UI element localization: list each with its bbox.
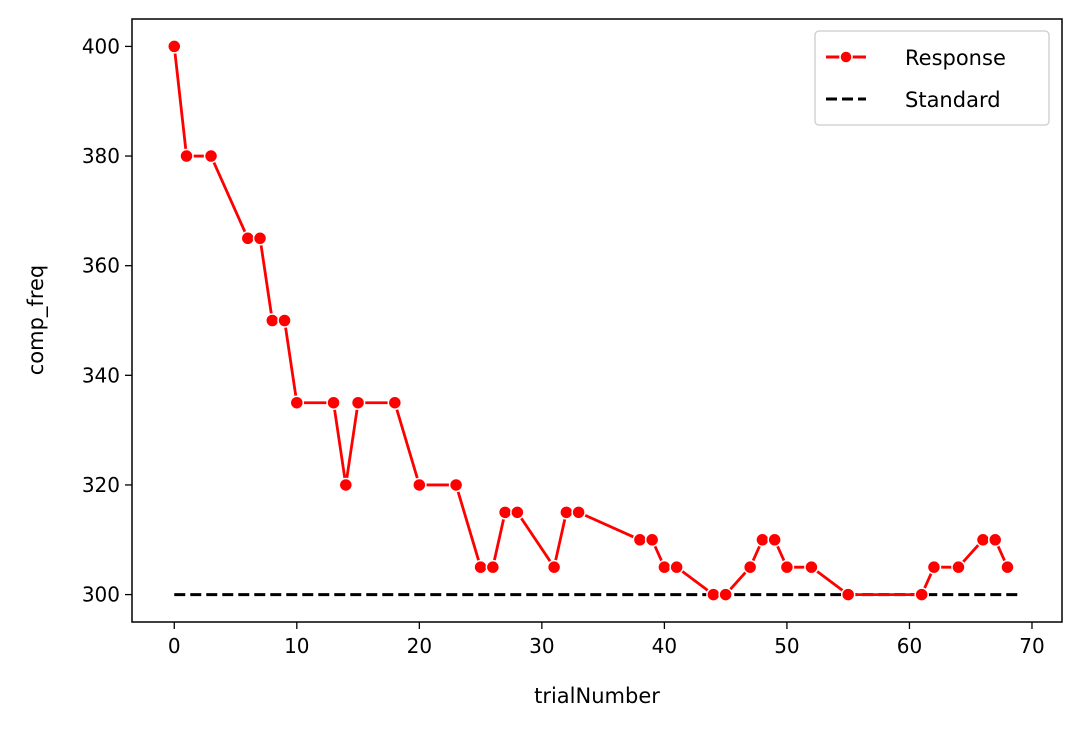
x-tick-label: 60 bbox=[897, 634, 922, 658]
x-tick-label: 30 bbox=[529, 634, 554, 658]
response-point bbox=[987, 532, 1003, 548]
response-point bbox=[755, 532, 770, 548]
y-axis: 300 320 340 360 380 400 bbox=[82, 34, 132, 607]
response-point bbox=[350, 395, 366, 410]
x-axis-label: trialNumber bbox=[534, 684, 660, 708]
response-point bbox=[926, 559, 942, 575]
response-point bbox=[485, 559, 501, 575]
legend: Response Standard bbox=[814, 30, 1050, 126]
y-tick-label: 400 bbox=[82, 34, 120, 58]
response-point bbox=[338, 477, 354, 493]
x-tick-label: 10 bbox=[284, 634, 309, 658]
response-point bbox=[203, 148, 219, 164]
response-point bbox=[240, 231, 256, 246]
legend-box bbox=[814, 30, 1050, 126]
response-point bbox=[326, 395, 341, 410]
response-point bbox=[387, 395, 403, 410]
plot-frame bbox=[131, 18, 1063, 623]
response-point bbox=[412, 477, 427, 493]
x-tick-label: 50 bbox=[774, 634, 799, 658]
response-point bbox=[718, 587, 733, 602]
legend-standard-label: Standard bbox=[905, 88, 1001, 112]
response-point bbox=[840, 587, 856, 602]
response-point bbox=[644, 532, 660, 548]
response-point bbox=[252, 231, 268, 246]
response-point bbox=[951, 559, 966, 575]
x-tick-label: 70 bbox=[1019, 634, 1044, 658]
response-point bbox=[742, 559, 758, 575]
response-point bbox=[167, 39, 182, 54]
response-point bbox=[497, 505, 513, 520]
y-tick-label: 380 bbox=[82, 144, 120, 168]
y-axis-label: comp_freq bbox=[24, 265, 49, 376]
response-point bbox=[571, 505, 586, 520]
response-point bbox=[779, 559, 795, 575]
response-point bbox=[975, 532, 991, 548]
legend-response-label: Response bbox=[905, 46, 1006, 70]
response-point bbox=[804, 559, 819, 575]
series-layer bbox=[167, 39, 1020, 602]
response-point bbox=[265, 313, 280, 328]
x-tick-label: 20 bbox=[407, 634, 432, 658]
response-point bbox=[1000, 559, 1015, 575]
legend-response-marker bbox=[839, 50, 853, 64]
response-point bbox=[669, 559, 684, 575]
response-point bbox=[277, 313, 292, 328]
response-point bbox=[706, 587, 721, 602]
x-axis: 0 10 20 30 40 50 60 70 bbox=[168, 622, 1045, 658]
response-point bbox=[289, 395, 305, 410]
response-point bbox=[510, 505, 525, 520]
response-point bbox=[179, 148, 194, 164]
y-tick-label: 320 bbox=[82, 473, 120, 497]
response-point bbox=[767, 532, 782, 548]
response-point bbox=[632, 532, 648, 548]
response-point bbox=[657, 559, 672, 575]
y-tick-label: 340 bbox=[82, 363, 120, 387]
response-point bbox=[546, 559, 562, 575]
y-tick-label: 360 bbox=[82, 254, 120, 278]
response-point bbox=[914, 587, 929, 602]
response-point bbox=[473, 559, 488, 575]
y-tick-label: 300 bbox=[82, 583, 120, 607]
x-tick-label: 40 bbox=[652, 634, 677, 658]
x-tick-label: 0 bbox=[168, 634, 181, 658]
response-point bbox=[448, 477, 464, 493]
response-point bbox=[559, 505, 574, 520]
